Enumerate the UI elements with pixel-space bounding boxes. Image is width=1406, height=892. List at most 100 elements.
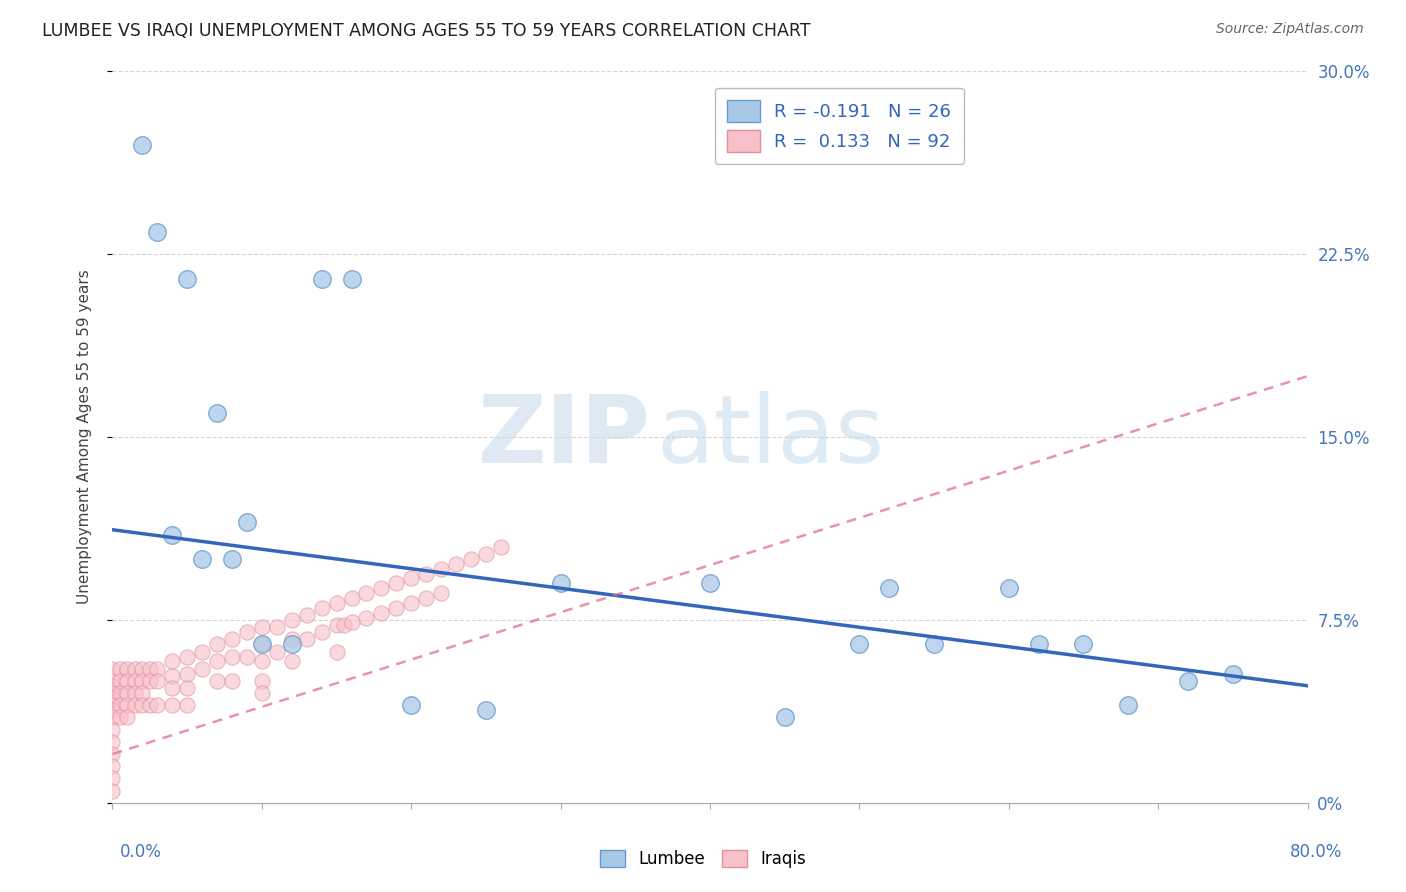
- Point: [356, 586, 378, 600]
- Point: [131, 673, 153, 688]
- Text: LUMBEE VS IRAQI UNEMPLOYMENT AMONG AGES 55 TO 59 YEARS CORRELATION CHART: LUMBEE VS IRAQI UNEMPLOYMENT AMONG AGES …: [42, 22, 811, 40]
- Point: [131, 698, 153, 713]
- Point: [101, 723, 124, 737]
- Point: [108, 710, 131, 724]
- Point: [101, 747, 124, 761]
- Point: [101, 703, 124, 717]
- Text: Source: ZipAtlas.com: Source: ZipAtlas.com: [1216, 22, 1364, 37]
- Point: [205, 637, 228, 651]
- Point: [475, 703, 498, 717]
- Point: [221, 552, 243, 566]
- Point: [281, 637, 304, 651]
- Point: [773, 710, 796, 724]
- Point: [236, 625, 259, 640]
- Point: [415, 566, 437, 581]
- Point: [250, 686, 273, 700]
- Text: 80.0%: 80.0%: [1291, 843, 1343, 861]
- Point: [117, 662, 139, 676]
- Point: [124, 698, 146, 713]
- Point: [250, 673, 273, 688]
- Point: [117, 710, 139, 724]
- Legend: Lumbee, Iraqis: Lumbee, Iraqis: [593, 843, 813, 875]
- Point: [879, 581, 901, 595]
- Point: [101, 772, 124, 786]
- Point: [401, 572, 423, 586]
- Point: [191, 662, 214, 676]
- Point: [131, 662, 153, 676]
- Point: [333, 617, 356, 632]
- Point: [281, 613, 304, 627]
- Point: [1222, 666, 1244, 681]
- Point: [311, 271, 333, 285]
- Point: [848, 637, 870, 651]
- Point: [385, 576, 408, 591]
- Point: [250, 637, 273, 651]
- Point: [124, 686, 146, 700]
- Point: [101, 710, 124, 724]
- Point: [1073, 637, 1095, 651]
- Point: [108, 662, 131, 676]
- Point: [250, 637, 273, 651]
- Point: [191, 645, 214, 659]
- Point: [385, 600, 408, 615]
- Text: ZIP: ZIP: [478, 391, 651, 483]
- Point: [221, 649, 243, 664]
- Point: [356, 610, 378, 624]
- Point: [205, 654, 228, 668]
- Point: [1177, 673, 1199, 688]
- Point: [176, 649, 198, 664]
- Point: [266, 620, 288, 634]
- Point: [162, 527, 183, 541]
- Point: [325, 645, 347, 659]
- Point: [325, 596, 347, 610]
- Point: [117, 686, 139, 700]
- Point: [489, 540, 512, 554]
- Point: [205, 673, 228, 688]
- Point: [311, 600, 333, 615]
- Point: [266, 645, 288, 659]
- Point: [295, 632, 318, 647]
- Point: [205, 406, 228, 420]
- Point: [101, 679, 124, 693]
- Point: [101, 759, 124, 773]
- Text: atlas: atlas: [657, 391, 884, 483]
- Point: [108, 698, 131, 713]
- Point: [340, 615, 363, 630]
- Point: [139, 662, 162, 676]
- Legend: R = -0.191   N = 26, R =  0.133   N = 92: R = -0.191 N = 26, R = 0.133 N = 92: [714, 87, 965, 164]
- Point: [101, 690, 124, 705]
- Point: [221, 632, 243, 647]
- Point: [1118, 698, 1140, 713]
- Point: [1028, 637, 1050, 651]
- Point: [699, 576, 721, 591]
- Point: [221, 673, 243, 688]
- Point: [162, 654, 183, 668]
- Point: [146, 698, 169, 713]
- Point: [131, 137, 153, 152]
- Point: [401, 596, 423, 610]
- Point: [139, 673, 162, 688]
- Point: [370, 581, 392, 595]
- Point: [281, 654, 304, 668]
- Point: [146, 662, 169, 676]
- Point: [101, 662, 124, 676]
- Point: [415, 591, 437, 605]
- Point: [124, 673, 146, 688]
- Point: [101, 783, 124, 797]
- Point: [101, 735, 124, 749]
- Point: [117, 673, 139, 688]
- Point: [311, 625, 333, 640]
- Point: [146, 673, 169, 688]
- Point: [191, 552, 214, 566]
- Point: [176, 681, 198, 696]
- Point: [325, 617, 347, 632]
- Point: [460, 552, 482, 566]
- Point: [162, 698, 183, 713]
- Point: [401, 698, 423, 713]
- Point: [101, 686, 124, 700]
- Point: [295, 608, 318, 623]
- Point: [117, 698, 139, 713]
- Point: [162, 669, 183, 683]
- Y-axis label: Unemployment Among Ages 55 to 59 years: Unemployment Among Ages 55 to 59 years: [77, 269, 91, 605]
- Point: [340, 271, 363, 285]
